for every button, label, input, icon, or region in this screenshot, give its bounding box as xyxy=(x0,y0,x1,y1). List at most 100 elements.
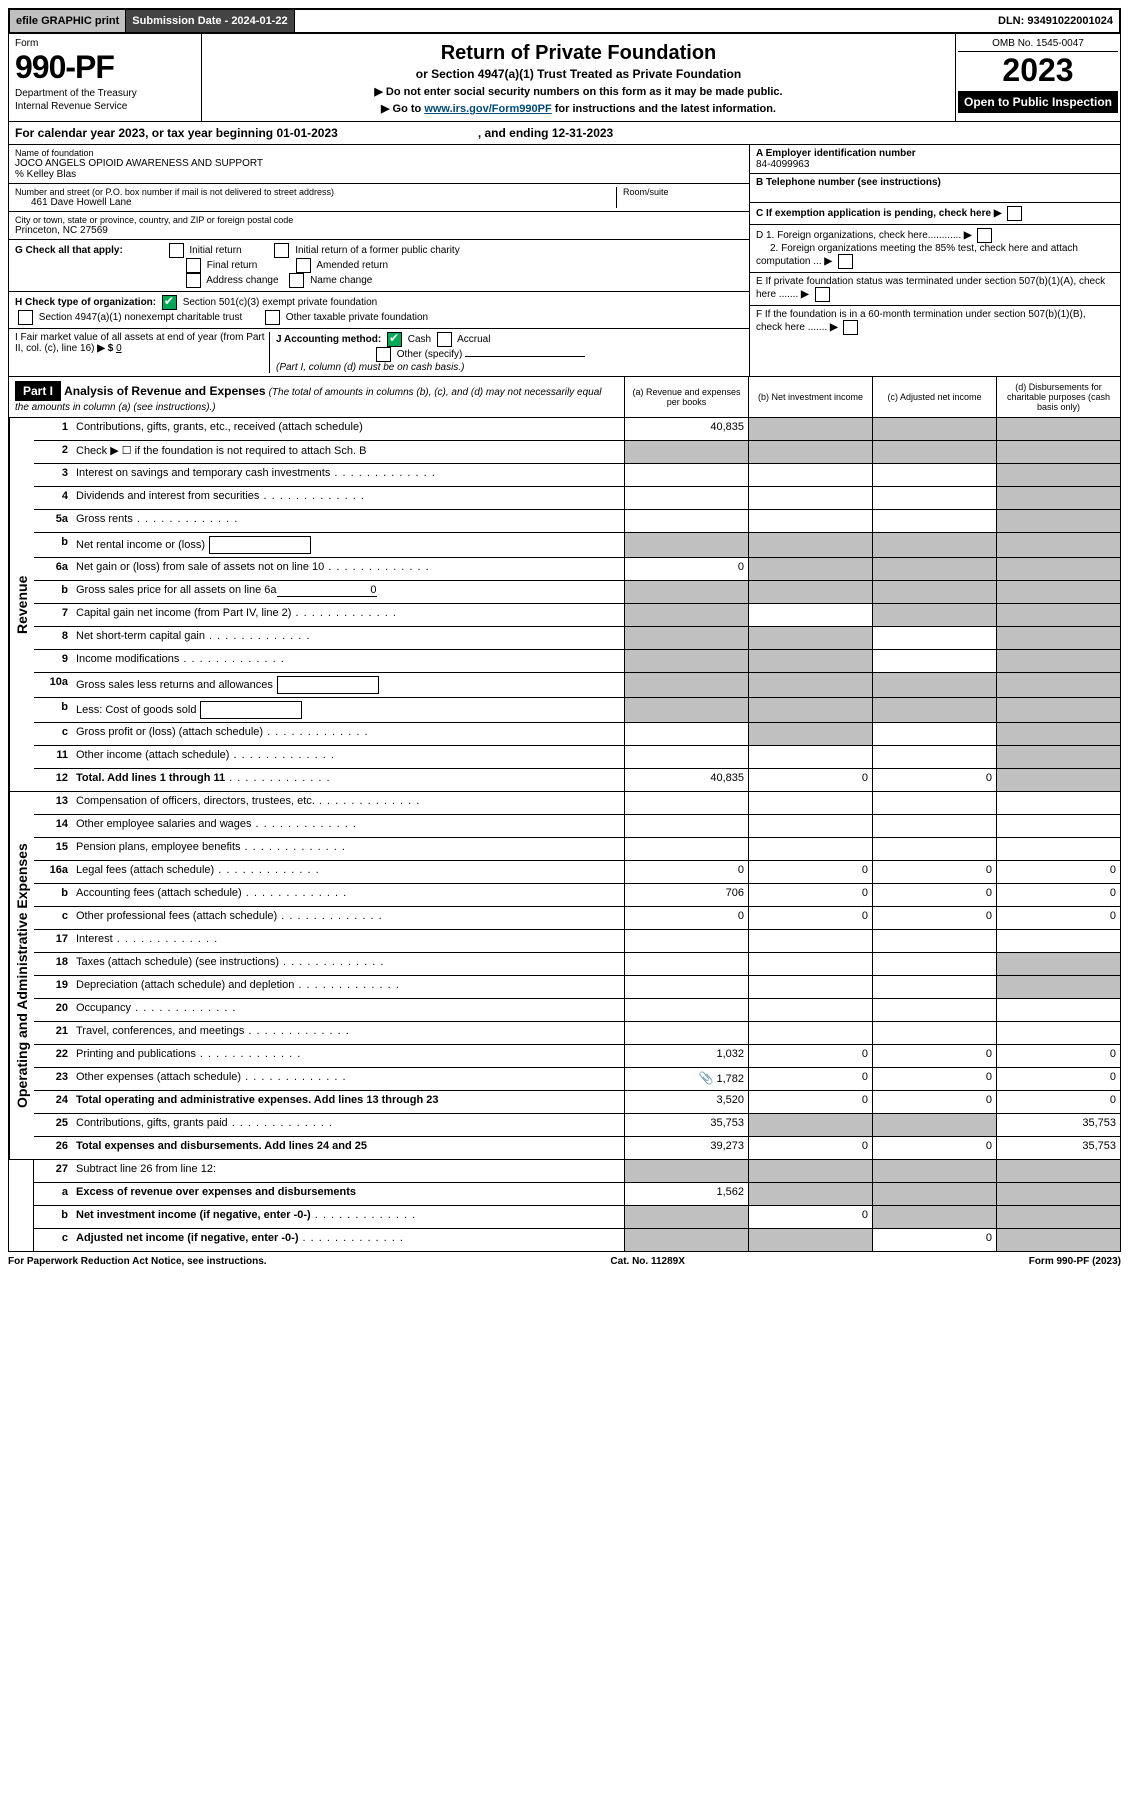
cell-b xyxy=(748,1160,872,1182)
cell-c xyxy=(872,418,996,440)
cell-c xyxy=(872,1022,996,1044)
line-num: 14 xyxy=(34,815,74,837)
attachment-icon[interactable]: 📎 xyxy=(698,1071,713,1085)
col-d-head: (d) Disbursements for charitable purpose… xyxy=(996,377,1120,417)
cell-d xyxy=(996,487,1120,509)
line-20: 20 Occupancy xyxy=(34,999,1120,1022)
checkbox-85pct[interactable] xyxy=(838,254,853,269)
revenue-body: 1 Contributions, gifts, grants, etc., re… xyxy=(34,418,1120,791)
cell-a: 📎 1,782 xyxy=(624,1068,748,1090)
checkbox-final-return[interactable] xyxy=(186,258,201,273)
line-12: 12 Total. Add lines 1 through 11 40,835 … xyxy=(34,769,1120,791)
checkbox-accrual[interactable] xyxy=(437,332,452,347)
cell-d xyxy=(996,769,1120,791)
checkbox-initial-return[interactable] xyxy=(169,243,184,258)
line-desc: Occupancy xyxy=(74,999,624,1021)
cell-a xyxy=(624,792,748,814)
cell-a xyxy=(624,953,748,975)
form-ref: Form 990-PF (2023) xyxy=(1029,1256,1121,1267)
cell-a xyxy=(624,976,748,998)
ein-cell: A Employer identification number 84-4099… xyxy=(750,145,1120,174)
line-num: 27 xyxy=(34,1160,74,1182)
cell-b xyxy=(748,698,872,722)
line-desc: Check ▶ ☐ if the foundation is not requi… xyxy=(74,441,624,463)
cell-b xyxy=(748,723,872,745)
checkbox-name-change[interactable] xyxy=(289,273,304,288)
col-a-head: (a) Revenue and expenses per books xyxy=(624,377,748,417)
checkbox-other-method[interactable] xyxy=(376,347,391,362)
phone-cell: B Telephone number (see instructions) xyxy=(750,174,1120,203)
cell-a xyxy=(624,533,748,557)
irs-link[interactable]: www.irs.gov/Form990PF xyxy=(424,103,551,115)
checkbox-other-taxable[interactable] xyxy=(265,310,280,325)
line-b: b Accounting fees (attach schedule) 706 … xyxy=(34,884,1120,907)
submission-date: Submission Date - 2024-01-22 xyxy=(126,10,294,32)
inline-amount-box[interactable] xyxy=(200,701,302,719)
cell-c xyxy=(872,627,996,649)
line-9: 9 Income modifications xyxy=(34,650,1120,673)
cell-d xyxy=(996,930,1120,952)
efile-badge[interactable]: efile GRAPHIC print xyxy=(10,10,126,32)
checkbox-initial-former[interactable] xyxy=(274,243,289,258)
cell-b: 0 xyxy=(748,1137,872,1159)
line-desc: Other expenses (attach schedule) xyxy=(74,1068,624,1090)
line-desc: Capital gain net income (from Part IV, l… xyxy=(74,604,624,626)
line-num: 8 xyxy=(34,627,74,649)
line-desc: Contributions, gifts, grants, etc., rece… xyxy=(74,418,624,440)
cell-d xyxy=(996,1183,1120,1205)
cell-a xyxy=(624,815,748,837)
line-19: 19 Depreciation (attach schedule) and de… xyxy=(34,976,1120,999)
line-desc: Total. Add lines 1 through 11 xyxy=(74,769,624,791)
line-num: b xyxy=(34,1206,74,1228)
checkbox-501c3[interactable] xyxy=(162,295,177,310)
cell-c xyxy=(872,698,996,722)
checkbox-4947[interactable] xyxy=(18,310,33,325)
line-desc: Depreciation (attach schedule) and deple… xyxy=(74,976,624,998)
expenses-side-label: Operating and Administrative Expenses xyxy=(9,792,34,1159)
cell-c xyxy=(872,815,996,837)
checkbox-terminated[interactable] xyxy=(815,287,830,302)
checkbox-address-change[interactable] xyxy=(186,273,201,288)
dept-treasury: Department of the Treasury xyxy=(15,88,195,99)
cell-a: 35,753 xyxy=(624,1114,748,1136)
line-num: 2 xyxy=(34,441,74,463)
cell-b xyxy=(748,838,872,860)
part1-badge: Part I xyxy=(15,381,61,401)
cell-a: 40,835 xyxy=(624,769,748,791)
cell-b xyxy=(748,558,872,580)
line-15: 15 Pension plans, employee benefits xyxy=(34,838,1120,861)
section-ij: I Fair market value of all assets at end… xyxy=(9,329,749,376)
checkbox-cash[interactable] xyxy=(387,332,402,347)
cell-d xyxy=(996,815,1120,837)
cell-b xyxy=(748,418,872,440)
line-num: 5a xyxy=(34,510,74,532)
foundation-name: JOCO ANGELS OPIOID AWARENESS AND SUPPORT xyxy=(15,158,743,169)
cell-a xyxy=(624,441,748,463)
cell-b xyxy=(748,487,872,509)
other-specify-input[interactable] xyxy=(465,356,585,357)
line-desc: Income modifications xyxy=(74,650,624,672)
line-c: c Adjusted net income (if negative, ente… xyxy=(34,1229,1120,1251)
cell-d xyxy=(996,698,1120,722)
checkbox-exemption-pending[interactable] xyxy=(1007,206,1022,221)
checkbox-amended[interactable] xyxy=(296,258,311,273)
form-number: 990-PF xyxy=(15,49,195,86)
line-b: b Net investment income (if negative, en… xyxy=(34,1206,1120,1229)
line-desc: Net investment income (if negative, ente… xyxy=(74,1206,624,1228)
info-left: Name of foundation JOCO ANGELS OPIOID AW… xyxy=(9,145,749,376)
line-desc: Net rental income or (loss) xyxy=(74,533,624,557)
cell-c xyxy=(872,953,996,975)
checkbox-foreign-org[interactable] xyxy=(977,228,992,243)
cell-d xyxy=(996,464,1120,486)
inline-amount-box[interactable] xyxy=(277,676,379,694)
cell-a xyxy=(624,1022,748,1044)
inline-amount-box[interactable] xyxy=(209,536,311,554)
cell-d xyxy=(996,418,1120,440)
cell-c xyxy=(872,1114,996,1136)
checkbox-60month[interactable] xyxy=(843,320,858,335)
line-4: 4 Dividends and interest from securities xyxy=(34,487,1120,510)
cell-a xyxy=(624,487,748,509)
ein-value: 84-4099963 xyxy=(756,159,809,170)
cell-b xyxy=(748,581,872,603)
line-num: 24 xyxy=(34,1091,74,1113)
